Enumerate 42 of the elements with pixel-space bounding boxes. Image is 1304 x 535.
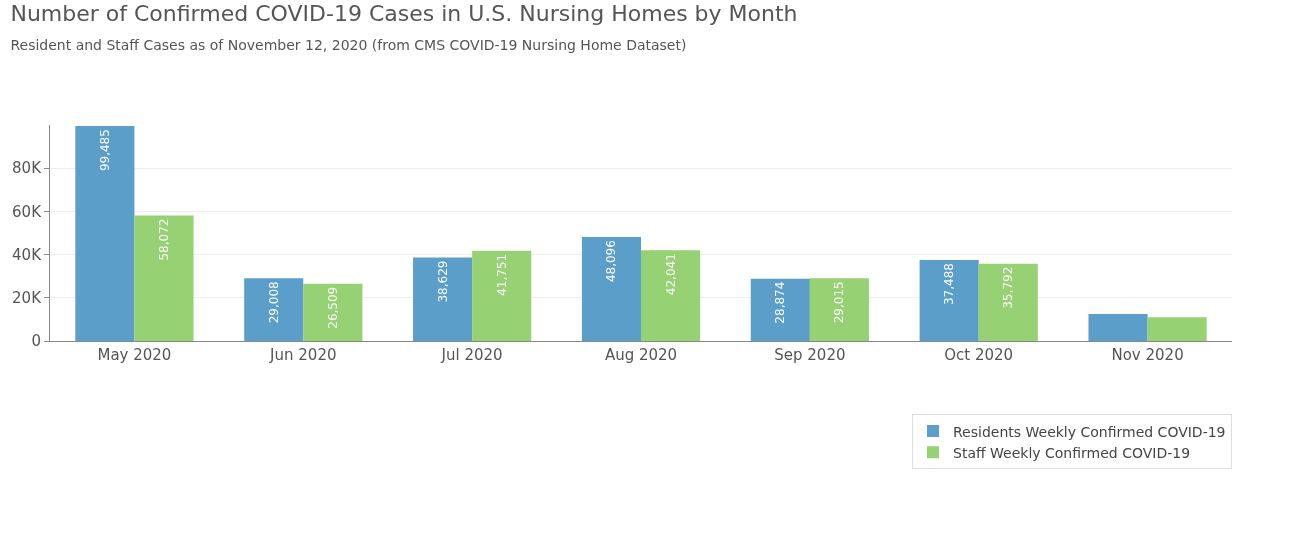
bar [1088,314,1148,341]
data-label: 37,488 [942,263,957,306]
bar [303,283,363,341]
bar [750,278,810,341]
data-label: 42,041 [663,253,678,296]
data-label: 99,485 [97,129,112,172]
y-tick-label: 80K [12,159,43,178]
data-label: 35,792 [1001,266,1016,309]
bar [1147,317,1207,341]
y-tick-label: 40K [12,245,43,264]
x-tick-label: Oct 2020 [944,346,1014,364]
y-tick-label: 20K [12,289,43,308]
y-tick-label: 60K [12,202,43,221]
data-label: 38,629 [435,260,450,303]
x-tick-label: Sep 2020 [774,346,846,364]
bar [75,126,135,341]
legend-label: Residents Weekly Confirmed COVID-19 [953,423,1226,440]
chart-title: Number of Confirmed COVID-19 Cases in U.S. Nursing Homes by Month [10,1,798,27]
data-label: 29,015 [832,281,847,324]
bar [244,278,304,341]
y-tick-label: 0 [31,332,41,351]
x-tick-label: Nov 2020 [1111,346,1184,364]
bar [413,257,473,341]
x-tick-label: Jul 2020 [440,346,503,364]
x-tick-label: Jun 2020 [269,346,337,364]
data-label: 29,008 [266,281,281,324]
bar [641,250,701,341]
data-label: 58,072 [156,218,171,261]
chart-subtitle: Resident and Staff Cases as of November 12, 2020 (from CMS COVID-19 Nursing Home Dataset) [10,37,687,53]
data-label: 28,874 [773,281,788,324]
data-label: 41,751 [494,253,509,296]
bar [134,215,194,341]
x-tick-label: May 2020 [97,346,172,364]
legend-label: Staff Weekly Confirmed COVID-19 [953,444,1191,461]
data-label: 48,096 [604,240,619,283]
bar [919,260,979,341]
bar [472,250,532,341]
bar [978,263,1038,341]
bar [809,278,869,341]
bar [581,237,641,341]
data-label: 26,509 [325,286,340,329]
x-tick-label: Aug 2020 [604,346,678,364]
